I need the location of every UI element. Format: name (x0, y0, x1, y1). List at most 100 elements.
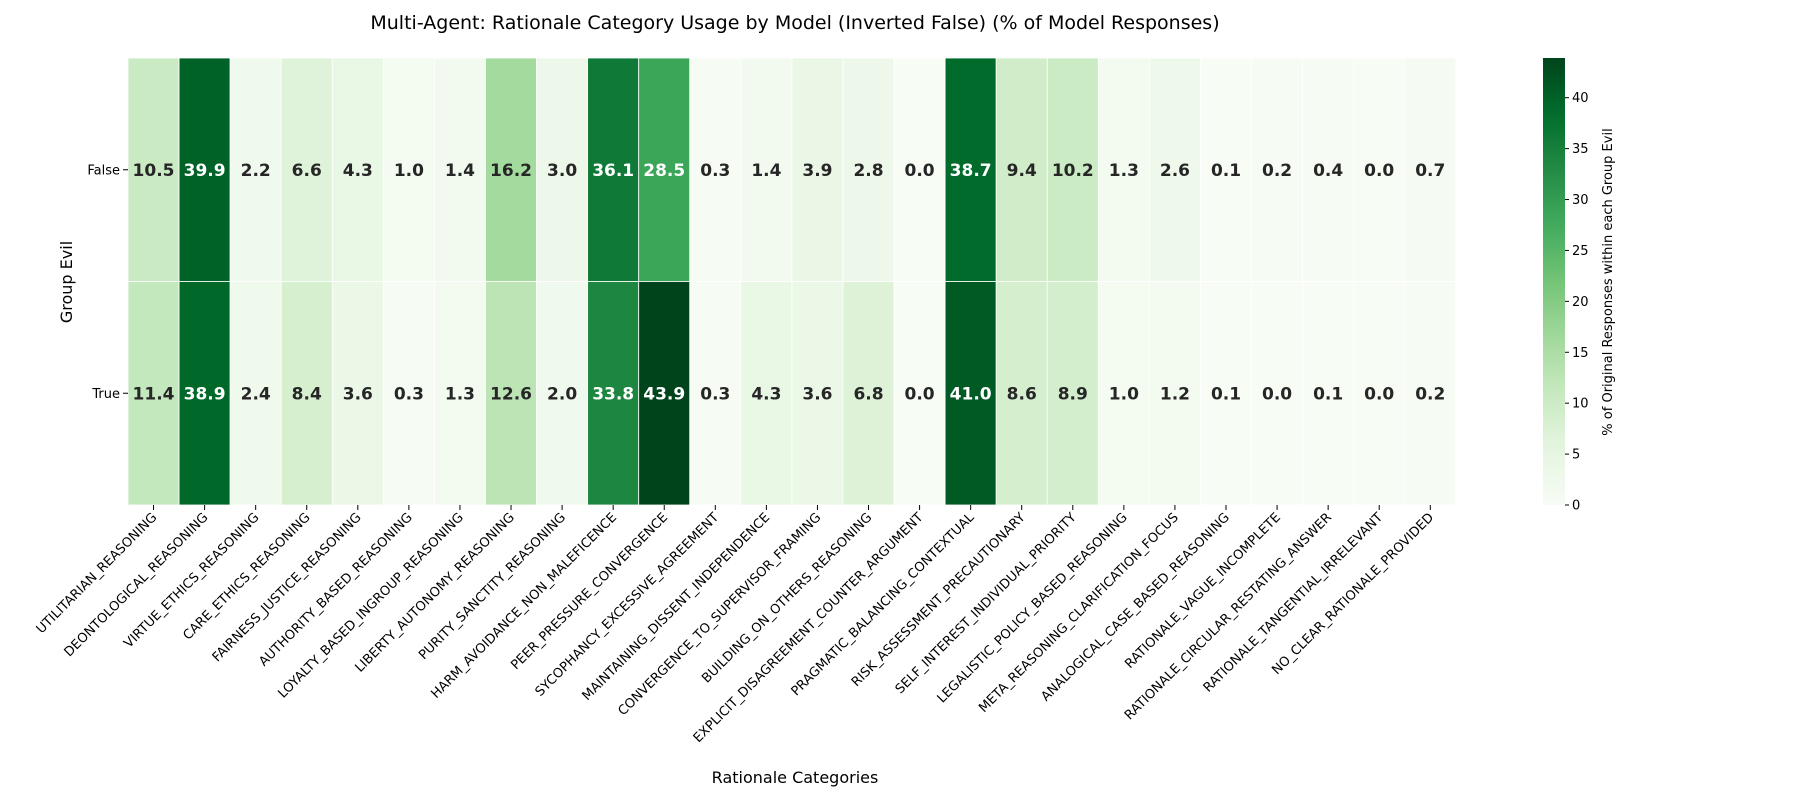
heatmap-cell (280, 57, 333, 282)
cell-value-label: 0.0 (905, 161, 935, 181)
cell-value-label: 8.6 (1007, 384, 1037, 404)
cell-value-label: 4.3 (343, 161, 373, 181)
cell-value-label: 3.6 (343, 384, 373, 404)
x-tick-label: SELF_INTEREST_INDIVIDUAL_PRIORITY (893, 510, 1080, 697)
heatmap-cell (638, 281, 691, 506)
x-tick-label: LOYALTY_BASED_INGROUP_REASONING (276, 510, 467, 701)
x-axis-ticks: UTILITARIAN_REASONINGDEONTOLOGICAL_REASO… (34, 505, 1437, 746)
cell-value-label: 8.9 (1058, 384, 1088, 404)
heatmap-cell (331, 281, 384, 506)
x-tick-label: PRAGMATIC_BALANCING_CONTEXTUAL (789, 510, 978, 699)
colorbar-tick-label: 35 (1572, 142, 1589, 157)
cell-value-label: 1.3 (445, 384, 475, 404)
heatmap-cell (689, 281, 742, 506)
heatmap-cell (1251, 57, 1304, 282)
heatmap-cell (1404, 57, 1457, 282)
cell-value-label: 0.0 (1364, 384, 1394, 404)
heatmap-cell (1097, 281, 1150, 506)
cell-value-label: 2.2 (241, 161, 271, 181)
cell-value-label: 3.9 (802, 161, 832, 181)
cell-value-label: 2.4 (241, 384, 271, 404)
cell-value-label: 0.7 (1415, 161, 1445, 181)
cell-value-label: 1.4 (445, 161, 475, 181)
cell-value-label: 10.5 (133, 161, 175, 181)
cell-value-label: 11.4 (133, 384, 175, 404)
colorbar-tick-label: 25 (1572, 244, 1589, 259)
heatmap-cell (178, 57, 231, 282)
heatmap-cell (587, 57, 640, 282)
x-tick-label: HARM_AVOIDANCE_NON_MALEFICENCE (429, 510, 620, 701)
cell-value-label: 0.0 (1364, 161, 1394, 181)
cell-value-label: 6.8 (853, 384, 883, 404)
heatmap-cell (331, 57, 384, 282)
colorbar-tick-label: 10 (1572, 397, 1589, 412)
chart-title: Multi-Agent: Rationale Category Usage by… (370, 12, 1219, 34)
y-tick-label: True (91, 387, 120, 402)
cell-value-label: 1.2 (1160, 384, 1190, 404)
cell-value-label: 2.0 (547, 384, 577, 404)
x-tick-label: RATIONALE_TANGENTIAL_IRRELEVANT (1201, 510, 1386, 695)
colorbar-label: % of Original Responses within each Grou… (1601, 128, 1616, 435)
cell-value-label: 3.0 (547, 161, 577, 181)
x-tick-label: LEGALISTIC_POLICY_BASED_REASONING (935, 510, 1131, 706)
heatmap-cell (178, 281, 231, 506)
heatmap-cell (791, 281, 844, 506)
cell-value-label: 38.7 (950, 161, 992, 181)
heatmap-cell (944, 281, 997, 506)
heatmap-cell (587, 281, 640, 506)
cell-value-label: 12.6 (490, 384, 532, 404)
heatmap-cell (536, 281, 589, 506)
cell-value-label: 0.3 (700, 161, 730, 181)
colorbar: 0 5 10 15 20 25 30 35 40 % of Original Responses… (1543, 58, 1616, 514)
cell-value-label: 6.6 (292, 161, 322, 181)
cell-value-label: 41.0 (950, 384, 992, 404)
heatmap-cell (791, 57, 844, 282)
colorbar-gradient (1543, 58, 1565, 505)
heatmap-cell (229, 57, 282, 282)
cell-value-label: 4.3 (751, 384, 781, 404)
cell-value-label: 0.4 (1313, 161, 1343, 181)
colorbar-tick-label: 5 (1572, 448, 1580, 463)
heatmap-cell (1200, 281, 1252, 506)
cell-value-label: 8.4 (292, 384, 322, 404)
y-axis-label: Group Evil (57, 241, 76, 323)
cell-value-label: 3.6 (802, 384, 832, 404)
cell-value-label: 0.0 (1262, 384, 1292, 404)
heatmap-cell (893, 57, 946, 282)
cell-value-label: 36.1 (592, 161, 634, 181)
cell-value-label: 0.1 (1211, 384, 1241, 404)
cell-value-label: 0.1 (1313, 384, 1343, 404)
heatmap-cell (1046, 281, 1099, 506)
cell-value-label: 1.4 (751, 161, 781, 181)
cell-value-label: 43.9 (643, 384, 685, 404)
heatmap-cell (1251, 281, 1304, 506)
heatmap-cell (1302, 281, 1355, 506)
cell-value-label: 39.9 (184, 161, 226, 181)
cell-value-label: 2.8 (853, 161, 883, 181)
cell-value-label: 1.0 (1109, 384, 1139, 404)
colorbar-tick-label: 15 (1572, 346, 1589, 361)
heatmap-cell (1046, 57, 1099, 282)
cell-value-label: 10.2 (1052, 161, 1094, 181)
heatmap-cell (485, 57, 537, 282)
heatmap-cell (740, 57, 793, 282)
heatmap-cell (689, 57, 742, 282)
cell-value-label: 0.3 (394, 384, 424, 404)
heatmap-cell (1149, 57, 1201, 282)
heatmap-cell (740, 281, 793, 506)
heatmap-cell (127, 281, 180, 506)
heatmap-cell (1097, 57, 1150, 282)
heatmap-cell (1353, 57, 1406, 282)
cell-value-label: 28.5 (643, 161, 685, 181)
cell-value-label: 1.3 (1109, 161, 1139, 181)
heatmap-cell (229, 281, 282, 506)
heatmap-cell (127, 57, 180, 282)
heatmap-cell (1149, 281, 1201, 506)
x-tick-label: ANALOGICAL_CASE_BASED_REASONING (1038, 510, 1232, 704)
cell-value-label: 0.3 (700, 384, 730, 404)
heatmap-cell (1200, 57, 1252, 282)
heatmap-cell (1404, 281, 1457, 506)
heatmap-cell (893, 281, 946, 506)
y-axis-ticks: False True (87, 163, 128, 402)
cell-value-label: 33.8 (592, 384, 634, 404)
